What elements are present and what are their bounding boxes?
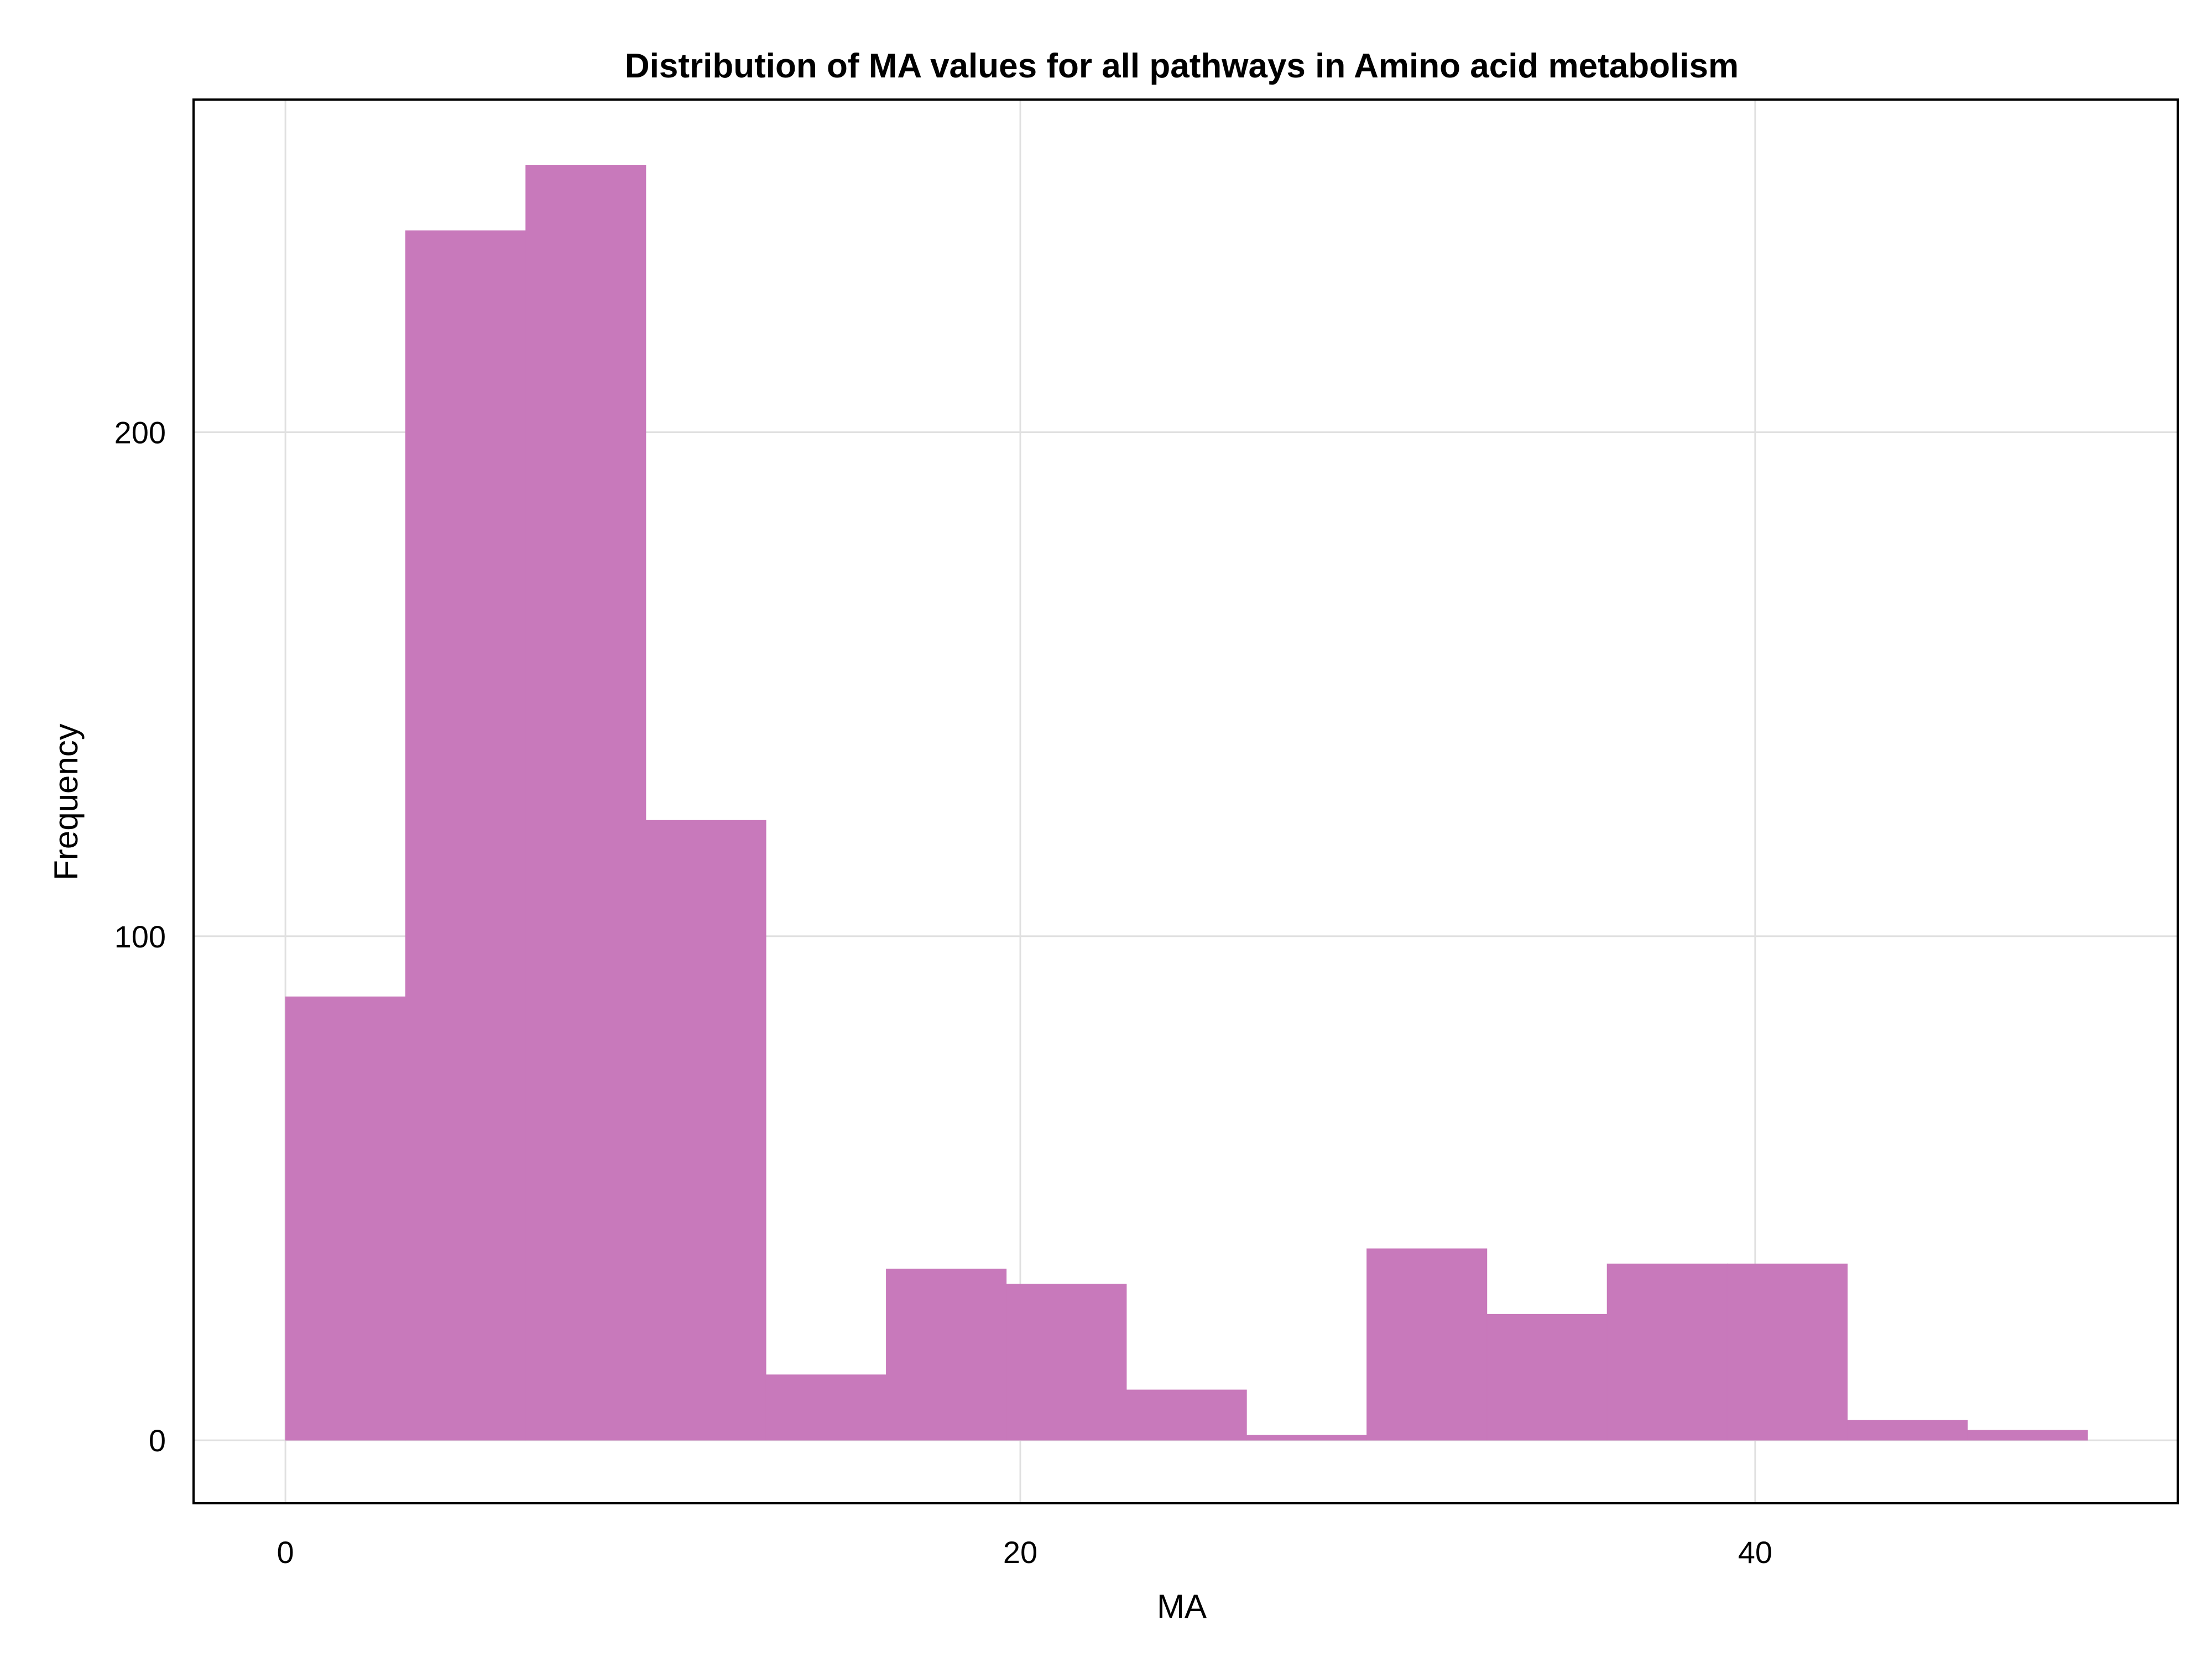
y-tick-label: 100 bbox=[114, 919, 166, 954]
histogram-bar-5 bbox=[765, 1374, 886, 1441]
x-tick-label: 20 bbox=[1003, 1535, 1037, 1570]
x-axis-ticks: 0 20 40 bbox=[277, 1535, 1773, 1570]
histogram-bar-13 bbox=[1726, 1263, 1848, 1441]
histogram-bar-6 bbox=[886, 1268, 1007, 1441]
histogram-bar-2 bbox=[405, 230, 526, 1441]
histogram-bar-12 bbox=[1606, 1263, 1728, 1441]
histogram-bar-7 bbox=[1006, 1284, 1127, 1441]
histogram-bar-11 bbox=[1486, 1314, 1608, 1441]
y-axis-ticks: 0 100 200 bbox=[114, 415, 166, 1458]
plot-frame bbox=[192, 98, 2179, 1504]
histogram-bar-4 bbox=[645, 820, 766, 1441]
histogram-bar-14 bbox=[1847, 1420, 1968, 1441]
y-tick-label: 200 bbox=[114, 415, 166, 450]
histogram-bar-10 bbox=[1366, 1248, 1488, 1441]
y-axis-label: Frequency bbox=[48, 723, 85, 880]
x-axis-label: MA bbox=[1157, 1588, 1207, 1625]
histogram-bar-1 bbox=[285, 996, 406, 1441]
histogram-bar-3 bbox=[525, 165, 646, 1441]
histogram-bars bbox=[285, 165, 2088, 1441]
histogram-bar-15 bbox=[1967, 1430, 2088, 1441]
histogram-bar-9 bbox=[1246, 1435, 1367, 1441]
chart-title: Distribution of MA values for all pathwa… bbox=[625, 47, 1739, 85]
x-tick-label: 40 bbox=[1738, 1535, 1772, 1570]
x-tick-label: 0 bbox=[277, 1535, 294, 1570]
y-tick-label: 0 bbox=[149, 1423, 166, 1458]
histogram-bar-8 bbox=[1126, 1389, 1247, 1441]
